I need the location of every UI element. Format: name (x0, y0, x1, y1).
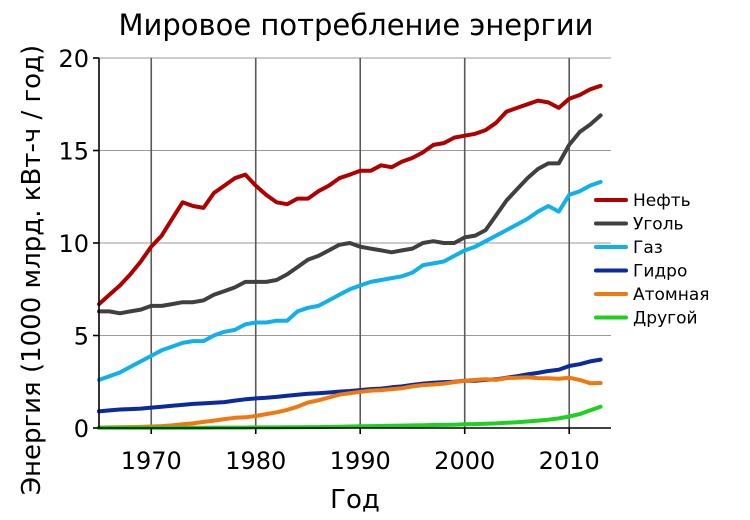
legend: Нефть Уголь Газ Гидро Атомная Другой (594, 191, 710, 329)
series-line (97, 83, 603, 307)
legend-item: Уголь (594, 215, 684, 235)
y-axis-label: Энергия (1000 млрд. кВт-ч / год) (17, 45, 47, 495)
legend-label: Атомная (633, 285, 710, 305)
x-tick-label: 2010 (539, 447, 600, 475)
legend-item: Другой (594, 309, 698, 329)
legend-label: Газ (633, 238, 663, 258)
y-tick-label: 10 (58, 230, 89, 258)
y-tick-label: 15 (58, 138, 89, 166)
legend-item: Атомная (594, 285, 710, 305)
series-line (97, 113, 603, 316)
tick-labels: 0 5 10 15 20 1970 1980 1990 2000 2010 (58, 45, 599, 475)
y-tick-label: 0 (74, 415, 89, 443)
legend-label: Другой (633, 309, 698, 329)
y-tick-label: 20 (58, 45, 89, 73)
series-line (97, 179, 603, 382)
x-tick-label: 1990 (330, 447, 391, 475)
grid (99, 57, 611, 428)
legend-label: Уголь (633, 215, 684, 235)
legend-label: Нефть (633, 191, 691, 211)
legend-item: Нефть (594, 191, 691, 211)
series-line (97, 357, 603, 414)
x-tick-label: 2000 (434, 447, 495, 475)
chart-title: Мировое потребление энергии (119, 8, 594, 42)
x-tick-label: 1970 (121, 447, 182, 475)
legend-item: Гидро (594, 262, 687, 282)
legend-label: Гидро (633, 262, 687, 282)
x-tick-label: 1980 (225, 447, 286, 475)
x-axis-label: Год (330, 485, 380, 515)
y-tick-label: 5 (74, 323, 89, 351)
axes (93, 57, 611, 434)
legend-item: Газ (594, 238, 663, 258)
series-line (97, 375, 603, 430)
series-lines (97, 83, 603, 430)
